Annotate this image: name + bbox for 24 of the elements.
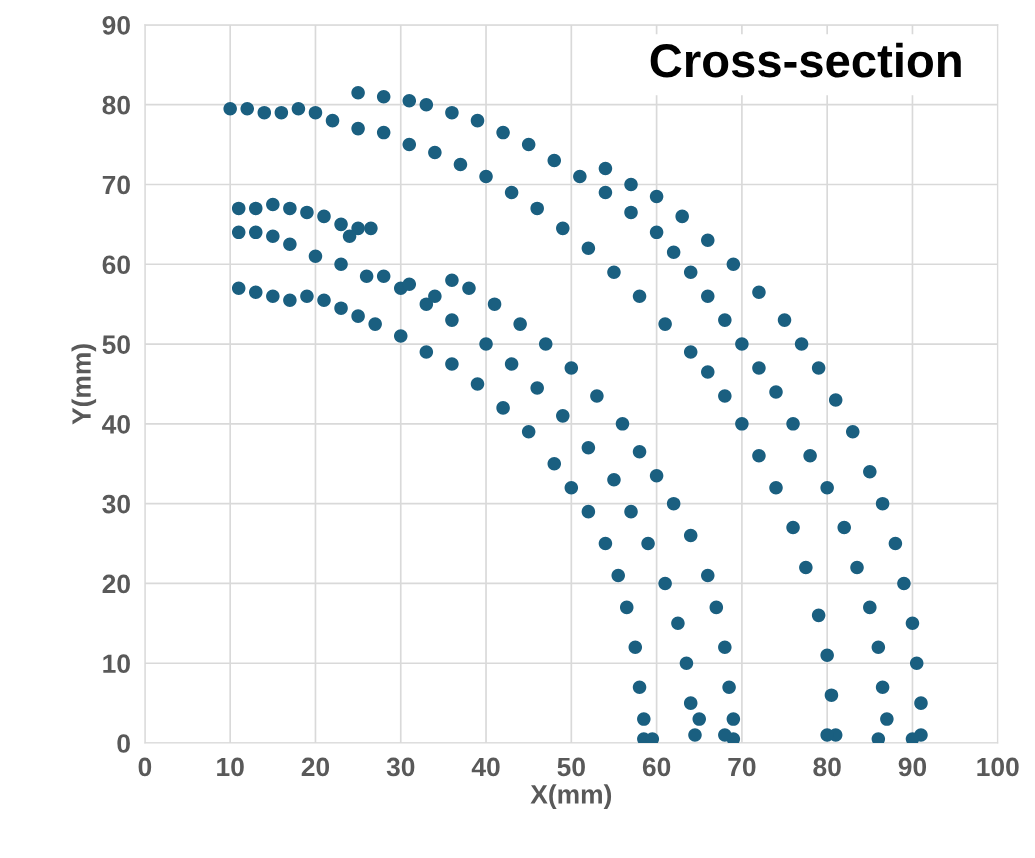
x-axis-title: X(mm) [530,784,612,809]
y-tick-label: 70 [102,175,130,195]
x-tick-label: 70 [728,757,756,777]
y-tick-label: 20 [102,574,130,594]
y-tick-label: 50 [102,335,130,354]
x-tick-label: 80 [813,757,841,777]
x-tick-label: 40 [471,757,500,777]
y-tick-label: 30 [102,494,130,514]
x-tick-label: 50 [557,757,585,777]
y-tick-label: 60 [102,255,130,275]
x-tick-label: 10 [217,757,244,777]
y-axis-title: Y(mm) [71,344,97,425]
y-tick-label: 80 [102,95,130,115]
x-tick-label: 0 [138,757,152,777]
x-tick-label: 20 [301,757,330,777]
x-tick-label: 100 [977,757,1019,777]
y-tick-label: 40 [102,414,130,434]
x-tick-label: 30 [386,757,415,777]
y-tick-label: 90 [102,16,130,35]
chart-title: Cross-section [650,42,961,78]
y-tick-label: 0 [117,734,130,753]
y-tick-label: 10 [103,654,130,674]
x-tick-label: 60 [642,757,671,777]
x-tick-label: 90 [898,757,927,777]
